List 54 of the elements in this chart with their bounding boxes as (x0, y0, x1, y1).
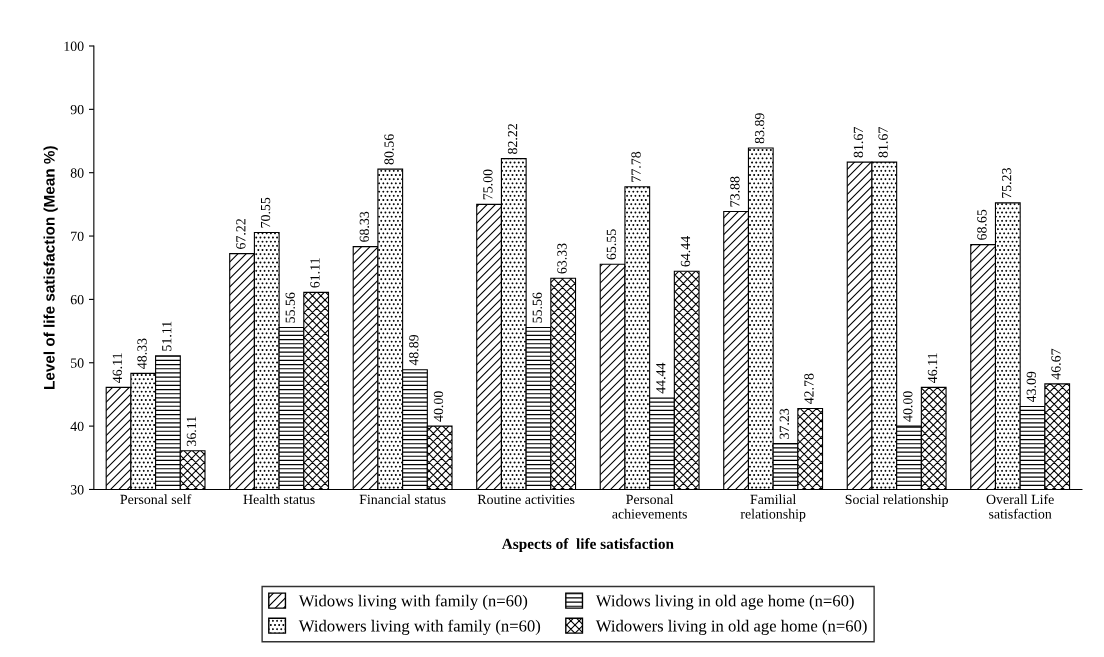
x-tick-label: Overall Life satisfaction (986, 494, 1054, 519)
data-label: 67.22 (236, 219, 246, 249)
data-label: 75.00 (483, 169, 493, 200)
data-label: 55.56 (285, 292, 295, 323)
legend-label: Widows living in old age home (n=60) (595, 594, 854, 610)
data-label: 46.11 (927, 353, 938, 383)
data-label: 65.55 (606, 229, 617, 260)
data-label: 46.67 (1051, 348, 1061, 380)
data-label: 61.11 (310, 258, 320, 288)
data-label: 40.00 (903, 391, 913, 422)
data-label: 81.67 (853, 127, 864, 158)
y-tick-label: 60 (70, 294, 84, 305)
y-tick-label: 80 (70, 168, 84, 178)
data-label: 82.22 (507, 123, 518, 154)
data-label: 70.55 (260, 197, 271, 228)
x-tick-label: Familial relationship (740, 494, 806, 522)
data-label: 55.56 (532, 292, 543, 323)
x-tick-label: Financial status (359, 494, 446, 505)
data-label: 73.88 (730, 176, 740, 207)
x-tick-label: Personal self (120, 494, 192, 505)
y-tick-label: 50 (71, 358, 84, 368)
data-label: 51.11 (162, 321, 172, 351)
data-label: 37.23 (779, 408, 790, 439)
data-label: 48.89 (409, 334, 419, 366)
data-label: 43.09 (1026, 371, 1037, 403)
data-label: 48.33 (137, 338, 147, 369)
y-tick-label: 30 (70, 485, 84, 495)
y-axis-title: Level of life satisfaction (Mean %) (43, 146, 58, 389)
x-tick-label: Health status (243, 494, 315, 505)
data-label: 68.65 (977, 209, 987, 240)
x-axis-title: Aspects of life satisfaction (501, 538, 674, 553)
y-tick-label: 40 (70, 421, 84, 432)
data-label: 46.11 (112, 353, 123, 383)
data-label: 75.23 (1001, 168, 1012, 198)
data-label: 36.11 (186, 416, 197, 446)
data-label: 77.78 (631, 151, 641, 182)
data-label: 40.00 (433, 391, 444, 422)
y-tick-label: 90 (70, 104, 84, 115)
data-label: 64.44 (680, 236, 691, 267)
data-label: 44.44 (656, 362, 666, 394)
data-label: 42.78 (804, 373, 814, 405)
legend-label: Widowers living with family (n=60) (298, 619, 541, 636)
data-label: 80.56 (384, 134, 394, 165)
data-label: 81.67 (878, 127, 888, 158)
x-tick-label: Personal achievements (612, 494, 687, 519)
data-label: 63.33 (557, 243, 567, 274)
y-tick-label: 100 (64, 41, 84, 51)
x-tick-label: Social relationship (845, 494, 948, 507)
legend-label: Widowers living in old age home (n=60) (595, 619, 867, 636)
data-label: 68.33 (359, 211, 370, 242)
data-label: 83.89 (754, 113, 765, 144)
legend-label: Widows living with family (n=60) (298, 594, 528, 610)
y-tick-label: 70 (71, 231, 84, 242)
x-tick-label: Routine activities (477, 494, 575, 505)
